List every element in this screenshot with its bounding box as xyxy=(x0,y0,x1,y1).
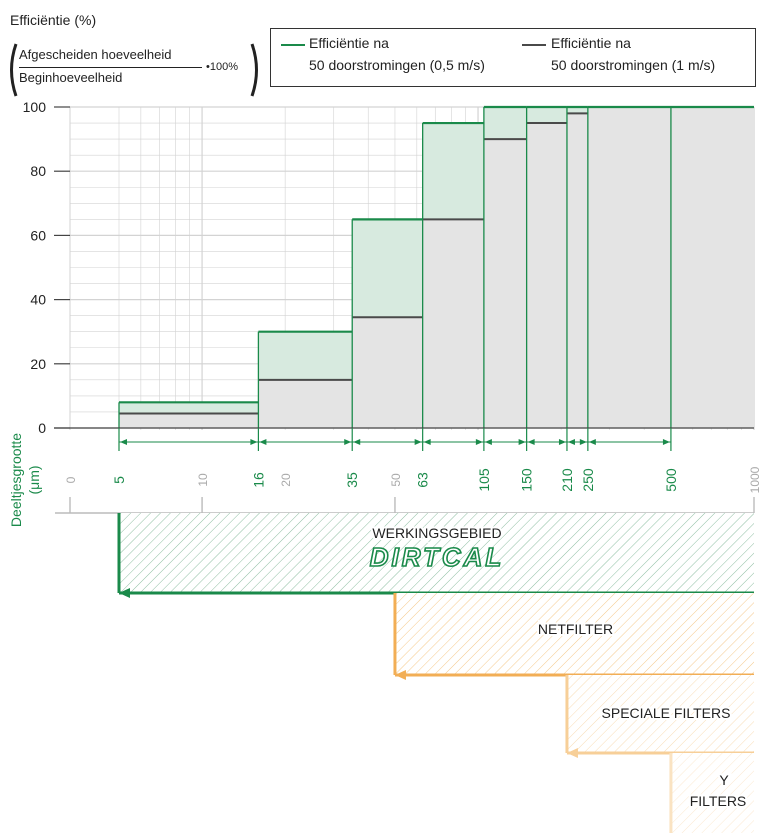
interval-arrow-right xyxy=(579,439,587,445)
formula-fraction-line xyxy=(19,67,202,68)
bar-gray-segment xyxy=(483,139,527,428)
range-y-label2: FILTERS xyxy=(690,793,747,809)
range-speciale-filters-hatch xyxy=(566,675,754,753)
x-tick-label: 35 xyxy=(344,472,360,488)
interval-arrow-left xyxy=(588,439,596,445)
y-tick-label: 20 xyxy=(30,356,46,372)
legend-swatch-dark xyxy=(522,44,546,46)
y-tick-label: 60 xyxy=(30,227,46,243)
x-tick-label: 500 xyxy=(663,468,679,492)
formula-numerator: Afgescheiden hoeveelheid xyxy=(19,47,172,62)
legend-label-green-line2: 50 doorstromingen (0,5 m/s) xyxy=(309,57,485,73)
range-y-filters-hatch xyxy=(670,753,754,833)
x-tick-label: 63 xyxy=(415,472,431,488)
legend-label-green-line1: Efficiëntie na xyxy=(309,35,389,51)
x-tick-label-gray: 0 xyxy=(64,476,78,483)
bar-green-segment xyxy=(119,402,259,414)
y-ticks: 0 20 40 60 80 100 xyxy=(23,99,70,436)
range-y-label: Y xyxy=(719,772,729,788)
range-y-filters xyxy=(669,753,754,833)
y-axis-title: Efficiëntie (%) xyxy=(10,12,97,28)
bar-gray-segment xyxy=(258,379,353,428)
x-tick-label: 210 xyxy=(559,468,575,492)
interval-arrow-right xyxy=(662,439,670,445)
interval-arrow-left xyxy=(567,439,575,445)
x-tick-label: 150 xyxy=(519,468,535,492)
bar-green-segment xyxy=(422,123,484,220)
range-speciale-filters xyxy=(565,675,754,758)
x-tick-label: 105 xyxy=(476,468,492,492)
range-netfilter-arrow xyxy=(394,670,406,680)
formula-multiplier: •100% xyxy=(206,61,238,73)
interval-arrow-right xyxy=(414,439,422,445)
x-tick-label-gray: 10 xyxy=(196,473,210,487)
range-netfilter-hatch xyxy=(394,593,754,675)
bar-gray-segment xyxy=(587,107,671,428)
bar-green-segment xyxy=(258,331,353,380)
y-tick-label: 40 xyxy=(30,292,46,308)
x-tick-label: 5 xyxy=(111,476,127,484)
x-ticks: 0 10 20 50 1000 5 16 35 63 105 150 210 250 500 Deeltje… xyxy=(8,433,762,527)
bar-gray-segment xyxy=(352,317,423,428)
bar-green-segment xyxy=(352,219,423,318)
interval-arrow-left xyxy=(423,439,431,445)
x-tick-label-gray: 1000 xyxy=(748,466,762,493)
x-axis-unit: (μm) xyxy=(26,465,42,494)
range-speciale-filters-arrow xyxy=(566,748,578,758)
legend-label-dark-line2: 50 doorstromingen (1 m/s) xyxy=(551,57,716,73)
formula-bracket-left xyxy=(10,43,18,97)
legend-box: Efficiëntie na 50 doorstromingen (0,5 m/… xyxy=(270,28,756,87)
bar-gray-segment xyxy=(422,219,484,428)
y-tick-label: 80 xyxy=(30,163,46,179)
y-tick-label: 100 xyxy=(23,99,47,115)
formula-denominator: Beginhoeveelheid xyxy=(19,70,123,85)
range-speciale-label: SPECIALE FILTERS xyxy=(602,705,731,721)
y-tick-label: 0 xyxy=(38,420,46,436)
bar-green-segment xyxy=(483,107,527,140)
range-dirtcal-arrow xyxy=(119,588,130,598)
range-dirtcal-label: WERKINGSGEBIED xyxy=(372,525,501,541)
x-tick-label: 250 xyxy=(580,468,596,492)
x-axis-title: Deeltjesgrootte xyxy=(8,433,24,527)
legend-swatch-green xyxy=(281,44,305,46)
x-tick-label-gray: 50 xyxy=(389,473,403,487)
formula-bracket-right xyxy=(250,43,258,97)
interval-arrow-left xyxy=(120,439,127,445)
x-tick-label: 16 xyxy=(250,472,266,488)
bar-gray-segment xyxy=(119,413,259,428)
bar-gray-segment xyxy=(566,113,588,429)
bar-gray-segment xyxy=(526,123,567,429)
range-dirtcal-hatch xyxy=(119,513,754,593)
bar-green-segment xyxy=(526,107,567,124)
legend-label-dark-line1: Efficiëntie na xyxy=(551,35,631,51)
interval-arrow-left xyxy=(353,439,361,445)
interval-arrow-right xyxy=(344,439,352,445)
interval-arrow-left xyxy=(484,439,492,445)
interval-arrow-right xyxy=(558,439,566,445)
interval-arrow-left xyxy=(259,439,267,445)
interval-arrow-right xyxy=(518,439,526,445)
interval-arrow-right xyxy=(475,439,483,445)
dirtcal-logo-text: DIRTCAL xyxy=(370,542,505,572)
interval-arrow-right xyxy=(250,439,258,445)
x-tick-label-gray: 20 xyxy=(279,473,293,487)
bar-green-segment xyxy=(566,107,588,114)
bars xyxy=(118,105,754,429)
interval-arrow-left xyxy=(527,439,535,445)
bar-gray-segment xyxy=(670,107,754,428)
range-netfilter-label: NETFILTER xyxy=(538,621,613,637)
